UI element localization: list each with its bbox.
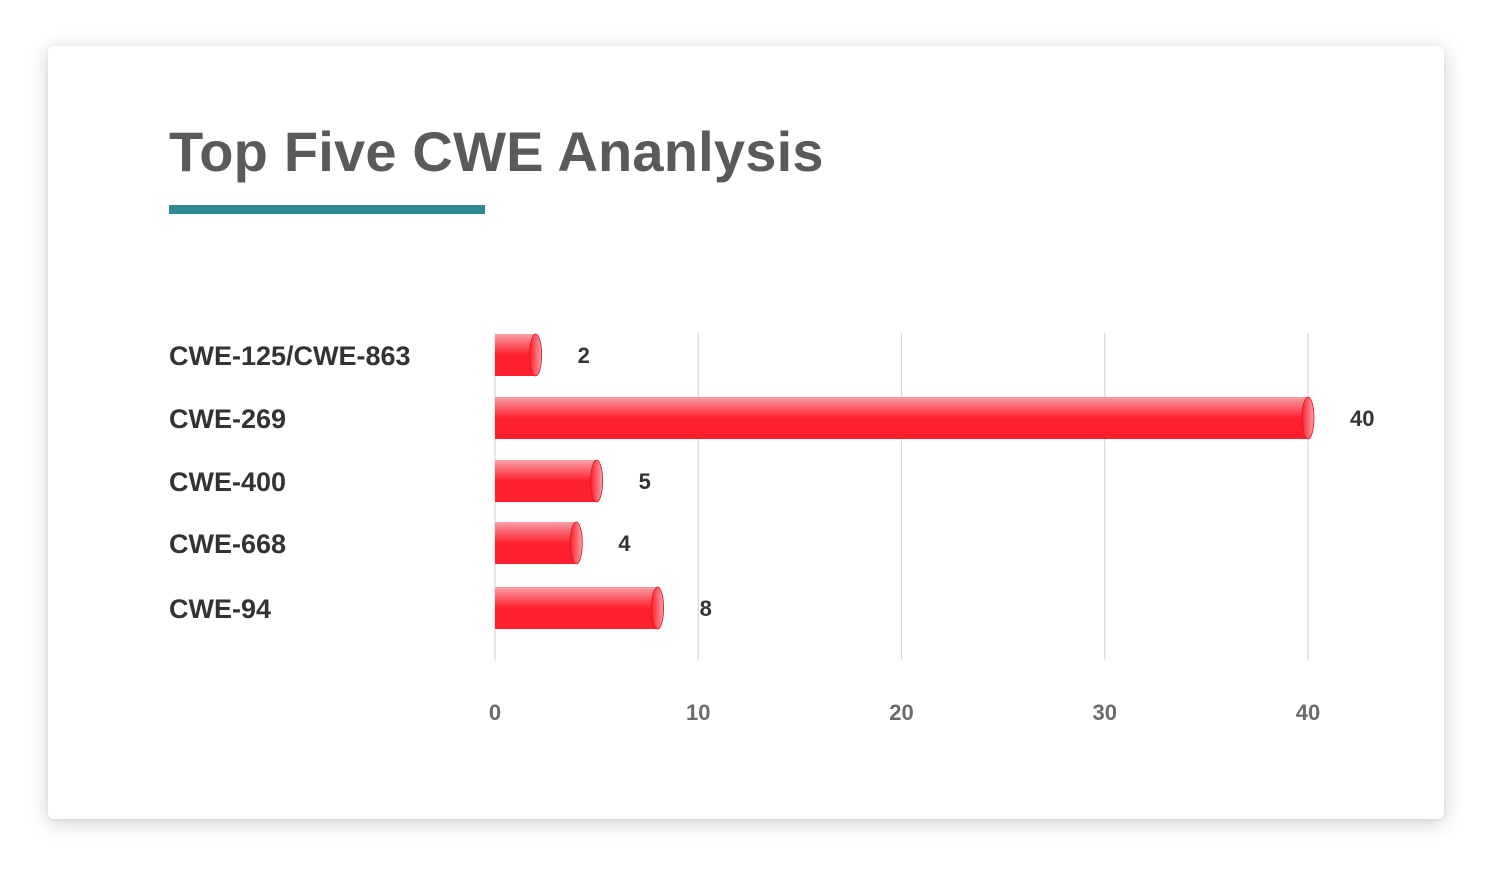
title-underline bbox=[169, 205, 485, 214]
bar-cwe-125-cwe-863 bbox=[495, 334, 536, 376]
bar-cwe-94 bbox=[495, 587, 658, 629]
value-label: 2 bbox=[578, 343, 590, 368]
x-tick-label: 30 bbox=[1093, 700, 1117, 725]
category-label: CWE-400 bbox=[169, 467, 286, 497]
labels: 0 10 20 30 40 CWE-125/CWE-863 2 CWE-269 40 CWE-40… bbox=[169, 341, 1374, 725]
x-tick-label: 10 bbox=[686, 700, 710, 725]
bar-cwe-400 bbox=[495, 460, 597, 502]
value-label: 40 bbox=[1350, 406, 1374, 431]
value-label: 5 bbox=[639, 469, 651, 494]
category-label: CWE-94 bbox=[169, 594, 271, 624]
bar-cwe-668 bbox=[495, 522, 577, 564]
bar-cap bbox=[651, 586, 664, 630]
x-tick-label: 40 bbox=[1296, 700, 1320, 725]
bars bbox=[495, 333, 1315, 630]
bar-cap bbox=[529, 333, 543, 377]
gridlines bbox=[494, 333, 1309, 660]
category-label: CWE-668 bbox=[169, 529, 286, 559]
x-tick-label: 20 bbox=[889, 700, 913, 725]
x-tick-label: 0 bbox=[489, 700, 501, 725]
page-title: Top Five CWE Ananlysis bbox=[169, 120, 824, 183]
bar-cwe-269 bbox=[495, 397, 1308, 439]
bar-cap bbox=[1301, 396, 1315, 440]
value-label: 4 bbox=[618, 531, 631, 556]
value-label: 8 bbox=[700, 596, 712, 621]
bar-cap bbox=[569, 521, 583, 565]
bar-cap bbox=[590, 459, 604, 503]
category-label: CWE-269 bbox=[169, 404, 286, 434]
category-label: CWE-125/CWE-863 bbox=[169, 341, 411, 371]
